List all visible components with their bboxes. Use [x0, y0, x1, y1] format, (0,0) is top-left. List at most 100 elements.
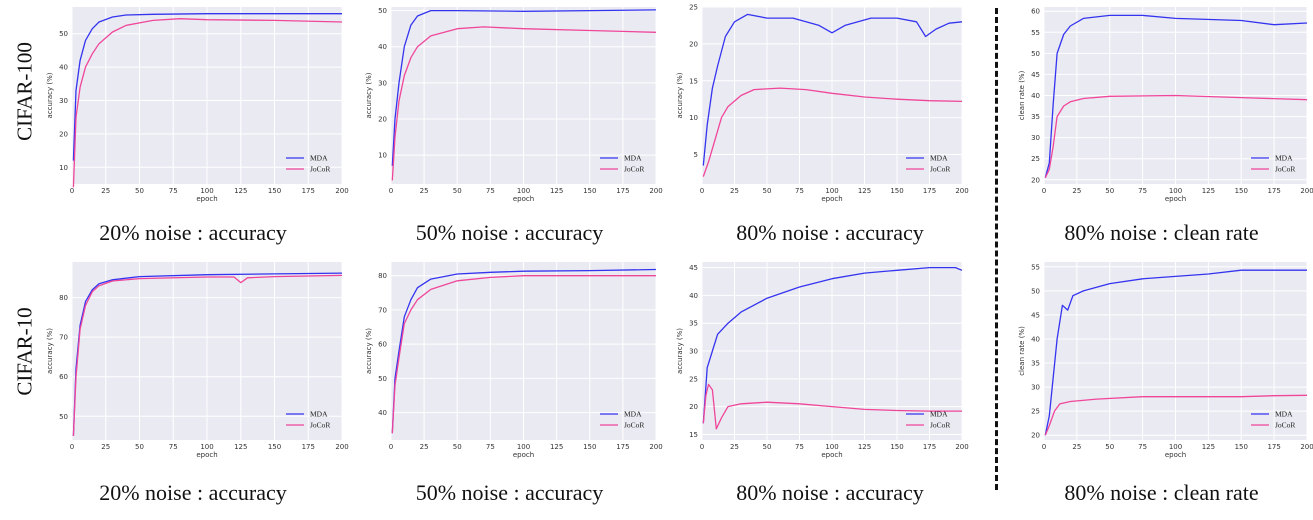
x-tick-label: 150: [268, 187, 281, 195]
series-line-jocor: [702, 87, 963, 177]
legend-label-jocor: JoCoR: [1275, 421, 1295, 430]
y-axis-label: accuracy (%): [365, 328, 373, 374]
y-tick-label: 60: [378, 341, 387, 349]
x-tick-label: 125: [1202, 187, 1215, 195]
x-tick-label: 50: [453, 443, 462, 451]
y-tick-label: 10: [378, 152, 387, 160]
y-axis-label: accuracy (%): [365, 72, 373, 118]
y-tick-label: 70: [378, 306, 387, 314]
y-tick-label: 30: [689, 348, 698, 356]
x-tick-label: 50: [1105, 187, 1114, 195]
x-tick-label: 175: [923, 187, 936, 195]
x-tick-label: 175: [616, 443, 629, 451]
legend-label-mda: MDA: [310, 410, 328, 419]
x-tick-label: 50: [135, 443, 144, 451]
x-tick-label: 175: [1267, 187, 1280, 195]
legend-label-jocor: JoCoR: [930, 165, 950, 174]
x-tick-label: 75: [169, 187, 178, 195]
y-tick-label: 80: [378, 272, 387, 280]
chart-panel-5: 0 25 50 75 100 125 150 175 200 50 60 70 80 epoch accur…: [38, 258, 349, 466]
x-tick-label: 75: [1138, 443, 1147, 451]
series-line-mda: [1044, 269, 1307, 436]
y-tick-label: 40: [1031, 92, 1040, 100]
legend-label-mda: MDA: [1275, 410, 1293, 419]
y-tick-label: 25: [1031, 155, 1040, 163]
x-axis-label: epoch: [1165, 451, 1186, 459]
chart-panel-3: 0 25 50 75 100 125 150 175 200 5 10 15 20 25 epoch accu…: [668, 3, 969, 210]
x-tick-label: 0: [389, 443, 393, 451]
x-tick-label: 100: [200, 443, 213, 451]
x-tick-label: 100: [1169, 443, 1182, 451]
x-tick-label: 75: [795, 443, 804, 451]
x-tick-label: 125: [858, 187, 871, 195]
y-tick-label: 45: [1031, 71, 1040, 79]
y-tick-label: 40: [378, 409, 387, 417]
x-tick-label: 25: [730, 187, 739, 195]
x-tick-label: 25: [1072, 187, 1081, 195]
y-tick-label: 30: [59, 97, 68, 105]
x-tick-label: 175: [923, 443, 936, 451]
series-line-jocor: [391, 26, 657, 181]
x-axis-label: epoch: [513, 195, 534, 203]
x-tick-label: 25: [730, 443, 739, 451]
y-tick-label: 30: [1031, 384, 1040, 392]
y-axis-label: accuracy (%): [676, 72, 684, 118]
x-tick-label: 100: [200, 187, 213, 195]
x-tick-label: 200: [335, 187, 348, 195]
x-axis-label: epoch: [1165, 195, 1186, 203]
chart-caption: 20% noise : accuracy: [99, 220, 287, 245]
x-tick-label: 125: [234, 443, 247, 451]
chart-svg: 0 25 50 75 100 125 150 175 200 10 20 30 40 50 epoch acc…: [46, 7, 349, 203]
series-line-mda: [702, 266, 963, 424]
y-axis-label: accuracy (%): [46, 328, 54, 374]
series-line-jocor: [72, 274, 343, 437]
x-tick-label: 0: [389, 187, 393, 195]
chart-svg: 0 25 50 75 100 125 150 175 200 5 10 15 20 25 epoch accu…: [676, 4, 969, 204]
chart-caption: 50% noise : accuracy: [415, 220, 604, 245]
chart-panel-2: 0 25 50 75 100 125 150 175 200 10 20 30 40 50 epoch acc…: [357, 3, 663, 210]
x-tick-label: 150: [1235, 187, 1248, 195]
y-tick-label: 45: [1031, 311, 1040, 319]
x-tick-label: 50: [763, 443, 772, 451]
x-tick-label: 75: [169, 443, 178, 451]
x-tick-label: 100: [1169, 187, 1182, 195]
y-axis-label: accuracy (%): [46, 72, 54, 118]
x-tick-label: 175: [616, 187, 629, 195]
x-tick-label: 75: [795, 187, 804, 195]
series-line-mda: [1044, 14, 1308, 178]
y-tick-label: 40: [378, 43, 387, 51]
chart-panel-4: 0 25 50 75 100 125 150 175 200 20 25 30 35 40 45 50 55 60…: [1010, 3, 1313, 210]
y-tick-label: 25: [1031, 408, 1040, 416]
y-tick-label: 35: [689, 320, 698, 328]
x-tick-label: 200: [335, 443, 348, 451]
x-tick-label: 100: [825, 443, 838, 451]
legend-label-jocor: JoCoR: [930, 421, 950, 430]
y-axis-label: accuracy (%): [676, 328, 684, 374]
x-tick-label: 125: [550, 187, 563, 195]
y-tick-label: 20: [378, 115, 387, 123]
x-axis-label: epoch: [513, 451, 534, 459]
x-tick-label: 200: [955, 443, 968, 451]
x-tick-label: 50: [135, 187, 144, 195]
legend-label-jocor: JoCoR: [624, 421, 644, 430]
chart-svg: 0 25 50 75 100 125 150 175 200 50 60 70 80 epoch accur…: [46, 262, 349, 459]
x-tick-label: 100: [517, 443, 530, 451]
y-tick-label: 50: [1031, 287, 1040, 295]
x-axis-label: epoch: [196, 451, 217, 459]
y-tick-label: 40: [689, 292, 698, 300]
dashed-divider: [995, 8, 998, 490]
x-tick-label: 200: [649, 187, 662, 195]
chart-svg: 0 25 50 75 100 125 150 175 200 10 20 30 40 50 epoch acc…: [365, 7, 663, 203]
y-tick-label: 20: [689, 403, 698, 411]
x-tick-label: 50: [453, 187, 462, 195]
x-tick-label: 200: [955, 187, 968, 195]
legend-label-mda: MDA: [310, 154, 328, 163]
y-tick-label: 80: [59, 294, 68, 302]
legend-label-jocor: JoCoR: [310, 165, 330, 174]
x-tick-label: 150: [1235, 443, 1248, 451]
x-tick-label: 25: [101, 443, 110, 451]
x-tick-label: 0: [70, 187, 74, 195]
series-line-mda: [391, 268, 657, 434]
legend-label-mda: MDA: [930, 154, 948, 163]
x-tick-label: 25: [420, 443, 429, 451]
